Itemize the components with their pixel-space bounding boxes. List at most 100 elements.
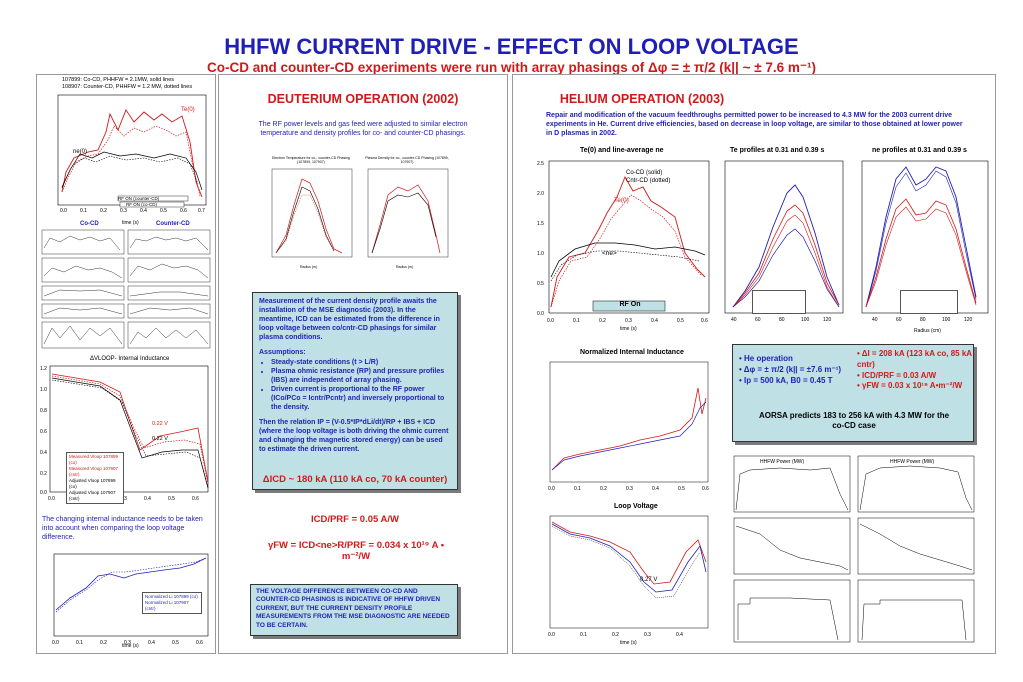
axis-tick: 0.5 xyxy=(168,496,175,502)
axis-tick: 1.0 xyxy=(537,251,544,257)
legend-item: Normalized Li 107907 (cntr) xyxy=(145,600,189,611)
density-profile-chart xyxy=(367,168,449,258)
helium-intro: Repair and modification of the vacuum fe… xyxy=(546,112,963,138)
aorsa-text: AORSA predicts 183 to 256 kA with 4.3 MW… xyxy=(758,411,950,431)
ne-profiles-he-chart: 40 60 80 100 120 xyxy=(861,160,989,323)
te0-label: Te(0) xyxy=(614,197,629,204)
axis-tick: 120 xyxy=(823,317,832,323)
conclusion-text: THE VOLTAGE DIFFERENCE BETWEEN CO-CD AND… xyxy=(256,588,450,629)
axis-tick: 2.0 xyxy=(537,191,544,197)
axis-tick: 1.5 xyxy=(537,221,544,227)
axis-tick: 0.4 xyxy=(651,318,658,324)
axis-tick: 0.7 xyxy=(198,208,205,214)
he-result: • γFW = 0.03 x 10¹⁹ A•m⁻²/W xyxy=(857,381,963,391)
conclusion-box: THE VOLTAGE DIFFERENCE BETWEEN CO-CD AND… xyxy=(250,584,458,636)
he-bullet: • Δφ = ± π/2 (k|| = ±7.6 m⁻¹) xyxy=(739,365,842,375)
axis-tick: 0.4 xyxy=(144,496,151,502)
he-result: • ICD/PRF = 0.03 A/W xyxy=(857,370,937,380)
page-title: HHFW CURRENT DRIVE - EFFECT ON LOOP VOLT… xyxy=(224,34,799,59)
li-legend: Normalized Li 107899 (co) Normalized Li … xyxy=(142,592,202,614)
axis-tick: 0.2 xyxy=(599,318,606,324)
loop-he-chart: 0.0 0.1 0.2 0.3 0.4 xyxy=(548,515,709,638)
waveform-grid xyxy=(41,229,211,349)
li-text: The changing internal inductance needs t… xyxy=(42,516,203,542)
axis-tick: 1.0 xyxy=(40,387,47,393)
axis-tick: 0.0 xyxy=(537,311,544,317)
loop-time-label: time (s) xyxy=(620,640,637,646)
assumption-item: Driven current is proportional to the RF… xyxy=(271,385,451,412)
axis-tick: 0.6 xyxy=(180,208,187,214)
counter-cd-label: Counter-CD xyxy=(156,221,190,227)
rf-counter-label: RF ON (counter-CD) xyxy=(118,196,160,201)
result-2: ICD/PRF = 0.05 A/W xyxy=(310,514,400,525)
shot-text-2: 108907: Counter-CD, PHHFW = 1.2 MW, dott… xyxy=(62,84,193,90)
assumption-item: Plasma ohmic resistance (RP) and pressur… xyxy=(271,367,451,385)
hhfw-waveforms: HHFW Power (MW) HHFW Power (MW) xyxy=(733,455,975,643)
te-profile-chart xyxy=(271,168,353,258)
axis-tick: 0.5 xyxy=(160,208,167,214)
axis-tick: 0.5 xyxy=(537,281,544,287)
axis-tick: 0.1 xyxy=(574,486,581,492)
radius-label-2: Radius (m) xyxy=(396,265,414,269)
axis-tick: 60 xyxy=(896,317,902,323)
axis-tick: 0.3 xyxy=(120,208,127,214)
assumption-item: Steady-state conditions (t > L/R) xyxy=(271,358,451,367)
axis-tick: 0.0 xyxy=(548,486,555,492)
cntr-cd-dotted: Cntr-CD (dotted) xyxy=(626,178,671,184)
chart-c-title: ne profiles at 0.31 and 0.39 s xyxy=(872,147,967,154)
axis-tick: 0.5 xyxy=(678,486,685,492)
time-label-he: time (s) xyxy=(620,326,637,332)
shot-text-1: 107899: Co-CD, PHHFW = 2.1MW, solid line… xyxy=(62,77,175,83)
waveform-title: HHFW Power (MW) xyxy=(760,459,804,465)
axis-tick: 100 xyxy=(801,317,810,323)
helium-results-box: • He operation • Δφ = ± π/2 (k|| = ±7.6 … xyxy=(732,344,974,442)
axis-tick: 0.5 xyxy=(172,640,179,646)
te-ne-time-chart: 0.0 0.1 0.2 0.3 0.4 0.5 0.6 0.7 xyxy=(57,94,207,214)
axis-tick: 0.0 xyxy=(547,318,554,324)
axis-tick: 0.1 xyxy=(80,208,87,214)
axis-tick: 40 xyxy=(872,317,878,323)
chart-a-title: Te(0) and line-average ne xyxy=(580,147,664,154)
mse-box: Measurement of the current density profi… xyxy=(252,292,458,490)
co-cd-label: Co-CD xyxy=(80,221,99,227)
te-label: Te(0) xyxy=(181,107,195,113)
te-chart-title: Electron Temperature for co-, counter-CD… xyxy=(272,156,350,164)
result-3: γFW = ICD<ne>R/PRF = 0.034 x 10¹⁹ A • m⁻… xyxy=(267,540,445,562)
legend-item: Adjusted Vloop 107899 (co) xyxy=(69,478,116,489)
axis-tick: 0.0 xyxy=(48,496,55,502)
legend-item: Measured Vloop 107907 (cntr) xyxy=(69,466,119,477)
vloop-title: ΔVLOOP- Internal Inductance xyxy=(90,356,170,362)
axis-tick: 0.2 xyxy=(612,632,619,638)
axis-tick: 0.0 xyxy=(40,490,47,496)
axis-tick: 120 xyxy=(964,317,973,323)
result-1: ΔICD ~ 180 kA (110 kA co, 70 kA counter) xyxy=(262,474,448,485)
he-bullet: • Ip = 500 kA, B0 = 0.45 T xyxy=(739,376,833,386)
radius-cm-label-2: Radius (cm) xyxy=(914,328,941,334)
mse-text: Measurement of the current density profi… xyxy=(259,298,440,342)
rf-power-text: The RF power levels and gas feed were ad… xyxy=(258,121,468,138)
ne-profiles-legend xyxy=(900,290,958,314)
axis-tick: 0.0 xyxy=(60,208,67,214)
axis-tick: 60 xyxy=(755,317,761,323)
axis-tick: 100 xyxy=(942,317,951,323)
ne-avg-label: <ne> xyxy=(602,250,617,257)
chart-b-title: Te profiles at 0.31 and 0.39 s xyxy=(730,147,825,154)
helium-header: HELIUM OPERATION (2003) xyxy=(559,92,725,106)
rf-co-label: RF ON (co-CD) xyxy=(126,202,157,207)
te-profiles-he-chart: 40 60 80 100 120 xyxy=(724,160,844,323)
density-chart-title: Plasma Density for co-, counter-CD Phasi… xyxy=(365,156,449,164)
axis-tick: 0.3 xyxy=(625,318,632,324)
vloop-annotation-2: 0.22 V xyxy=(152,436,168,442)
axis-tick: 40 xyxy=(731,317,737,323)
waveform-title: HHFW Power (MW) xyxy=(890,459,934,465)
axis-tick: 0.1 xyxy=(76,640,83,646)
axis-tick: 2.5 xyxy=(537,161,544,167)
axis-tick: 80 xyxy=(920,317,926,323)
he-result: • ΔI = 208 kA (123 kA co, 85 kA cntr) xyxy=(857,349,972,369)
loop-v-label: 0.27 V xyxy=(640,577,658,583)
rf-on-label: RF On xyxy=(619,301,641,308)
axis-tick: 0.2 xyxy=(100,640,107,646)
axis-tick: 0.6 xyxy=(40,429,47,435)
legend-item: Adjusted Vloop 107907 (cntr) xyxy=(69,490,116,501)
axis-tick: 0.2 xyxy=(100,208,107,214)
